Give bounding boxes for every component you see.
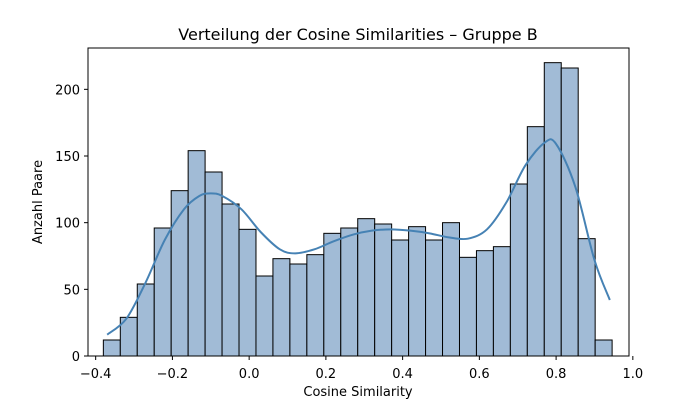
- histogram-bar: [102, 339, 121, 357]
- y-tick-label: 50: [63, 283, 80, 298]
- histogram-bar: [526, 126, 545, 357]
- histogram-bar: [458, 256, 477, 357]
- histogram-bar: [543, 62, 562, 357]
- x-axis: −0.4 −0.2 0.0 0.2 0.4 0.6 0.8 1.0: [80, 356, 643, 382]
- histogram-bar: [594, 339, 613, 357]
- histogram-bar: [475, 250, 494, 357]
- histogram-bar: [272, 258, 291, 357]
- y-axis-label: Anzahl Paare: [31, 160, 46, 244]
- chart-title: Verteilung der Cosine Similarities – Gru…: [178, 25, 537, 44]
- histogram-bar: [153, 227, 172, 357]
- histogram-bar: [306, 254, 325, 357]
- histogram-bar: [323, 232, 342, 357]
- y-tick-label: 150: [55, 150, 80, 165]
- histogram-bar: [425, 239, 444, 357]
- histogram-bar: [238, 228, 257, 357]
- bars-layer: [102, 62, 613, 357]
- histogram-bar: [357, 218, 376, 357]
- histogram-bar: [187, 150, 206, 357]
- histogram-bar: [255, 275, 274, 357]
- x-tick-label: 0.4: [392, 367, 413, 382]
- x-tick-label: 1.0: [622, 367, 643, 382]
- x-tick-label: −0.4: [80, 367, 112, 382]
- x-axis-label: Cosine Similarity: [303, 385, 413, 400]
- y-tick-label: 0: [72, 350, 80, 365]
- y-axis: 0 50 100 150 200: [55, 83, 88, 365]
- histogram-bar: [221, 203, 240, 357]
- histogram-bar: [408, 226, 427, 357]
- x-tick-label: 0.8: [546, 367, 567, 382]
- histogram-bar: [204, 171, 223, 357]
- histogram-bar: [374, 223, 393, 357]
- y-tick-label: 200: [55, 83, 80, 98]
- x-tick-label: 0.6: [469, 367, 490, 382]
- x-tick-label: 0.2: [316, 367, 337, 382]
- plot-frame: [87, 47, 630, 357]
- x-tick-label: 0.0: [239, 367, 260, 382]
- y-tick-label: 100: [55, 217, 80, 232]
- histogram-bar: [442, 222, 460, 357]
- x-tick-label: −0.2: [157, 367, 189, 382]
- histogram-bar: [509, 183, 528, 357]
- histogram-bar: [560, 67, 579, 357]
- kde-density-line: [106, 138, 611, 336]
- histogram-bar: [289, 263, 308, 357]
- histogram-bar: [492, 246, 511, 357]
- histogram-bar: [391, 239, 410, 357]
- histogram-bar: [340, 227, 359, 357]
